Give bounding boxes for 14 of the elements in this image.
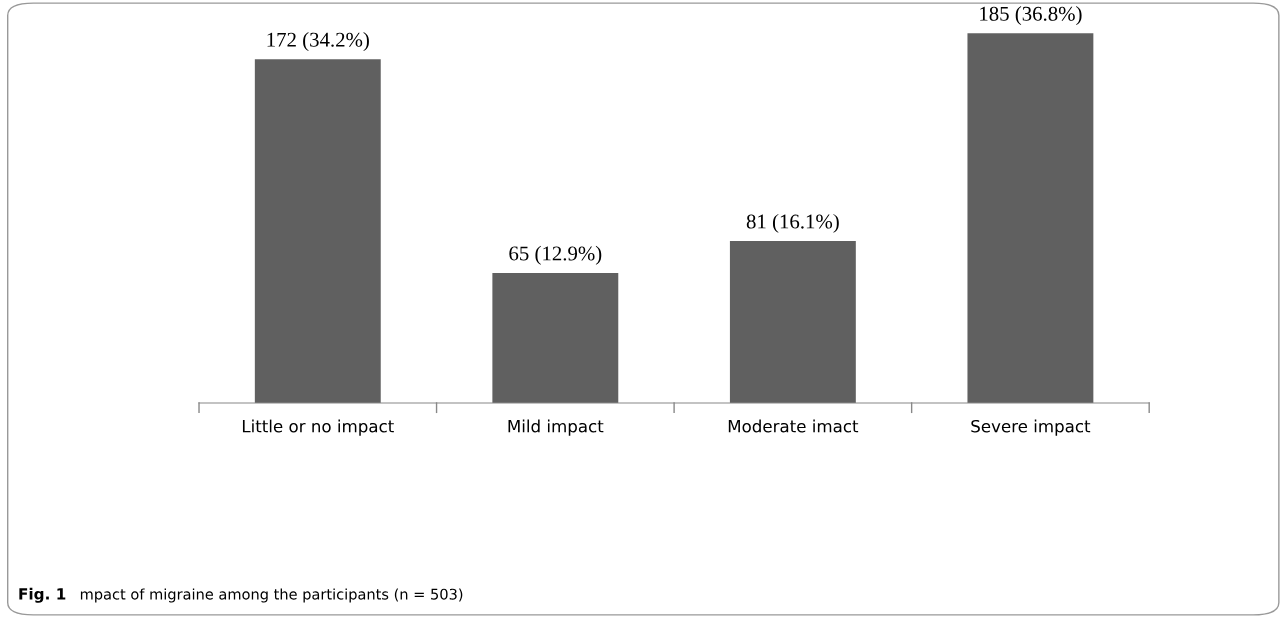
bar — [254, 59, 381, 403]
caption: Fig. 1 — [19, 587, 66, 603]
data-label: 65 (12.9%) — [509, 245, 602, 265]
data-label: 81 (16.1%) — [746, 213, 839, 233]
bar — [967, 33, 1094, 403]
data-label: 172 (34.2%) — [267, 32, 369, 51]
text: mpact of migraine among the participants (n = 503) — [80, 588, 463, 603]
x-tick-label: Mild impact — [508, 419, 604, 436]
bar — [492, 273, 619, 403]
x-tick-label: Little or no impact — [242, 419, 394, 436]
x-tick-label: Moderate imact — [728, 419, 859, 433]
x-tick-label: Severe impact — [971, 419, 1091, 436]
bar — [729, 241, 856, 403]
data-label: 185 (36.8%) — [980, 6, 1082, 26]
